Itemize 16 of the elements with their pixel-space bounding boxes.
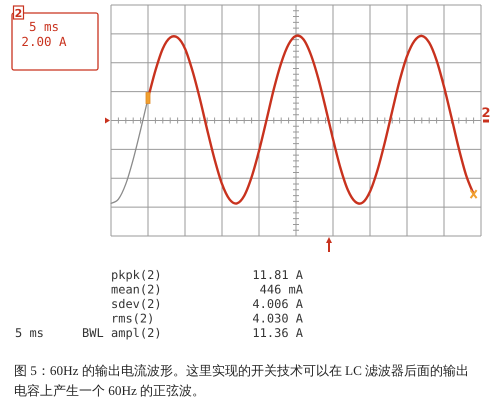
text: 4.006 A — [252, 297, 304, 311]
text: 2 — [481, 106, 491, 121]
text: 446 mA — [260, 282, 304, 296]
text: 5 ms — [28, 19, 60, 34]
text: pkpk(2) — [111, 268, 162, 282]
text: sdev(2) — [111, 297, 162, 311]
text: mean(2) — [111, 282, 162, 296]
text: 4.030 A — [252, 312, 304, 326]
text: 5 ms — [15, 326, 44, 340]
text: ampl(2) — [111, 326, 162, 340]
text: 2.00 A — [21, 34, 68, 49]
text: 11.81 A — [252, 268, 304, 282]
text: rms(2) — [111, 312, 154, 326]
caption: 图 5：60Hz 的输出电流波形。这里实现的开关技术可以在 LC 滤波器后面的输出电容上产生一个 60Hz 的正弦波。 — [14, 362, 470, 400]
text: BWL — [82, 326, 104, 340]
text: 11.36 A — [252, 326, 304, 340]
